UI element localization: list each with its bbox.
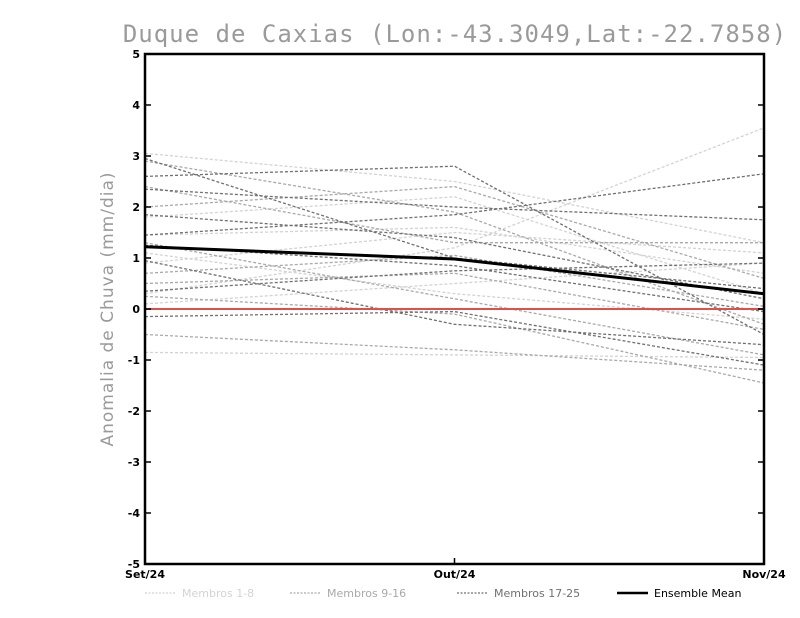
member-line-25 bbox=[144, 244, 765, 313]
member-line-2 bbox=[144, 196, 765, 295]
x-tick-label: Set/24 bbox=[125, 568, 165, 581]
legend-label: Membros 9-16 bbox=[327, 587, 406, 600]
member-line-11 bbox=[144, 333, 765, 371]
y-tick-label: 1 bbox=[132, 252, 140, 265]
legend-label: Ensemble Mean bbox=[654, 587, 741, 600]
member-line-10 bbox=[144, 185, 765, 280]
y-tick-label: 5 bbox=[132, 48, 140, 61]
member-line-3 bbox=[144, 127, 765, 295]
y-tick-label: -1 bbox=[128, 354, 140, 367]
y-tick-label: 0 bbox=[132, 303, 140, 316]
chart-title: Duque de Caxias (Lon:-43.3049,Lat:-22.78… bbox=[123, 20, 787, 48]
x-tick-label: Nov/24 bbox=[742, 568, 786, 581]
member-line-22 bbox=[144, 214, 765, 300]
y-tick-label: -4 bbox=[128, 507, 141, 520]
member-line-7 bbox=[144, 262, 765, 305]
member-line-5 bbox=[144, 231, 765, 264]
y-tick-label: -3 bbox=[128, 456, 140, 469]
y-tick-label: 2 bbox=[132, 201, 140, 214]
y-tick-label: 4 bbox=[132, 99, 140, 112]
member-line-13 bbox=[144, 295, 765, 384]
legend-label: Membros 17-25 bbox=[494, 587, 580, 600]
member-line-8 bbox=[144, 252, 765, 320]
member-line-15 bbox=[144, 254, 765, 308]
legend: Membros 1-8 Membros 9-16 Membros 17-25 Ense… bbox=[145, 587, 741, 600]
y-tick-label: 3 bbox=[132, 150, 140, 163]
member-line-18 bbox=[144, 173, 765, 236]
series-layer bbox=[144, 127, 765, 384]
member-line-1 bbox=[144, 152, 765, 244]
member-line-16 bbox=[144, 185, 764, 244]
member-line-23 bbox=[144, 262, 765, 292]
y-tick-label: -5 bbox=[128, 558, 140, 571]
x-tick-label: Out/24 bbox=[434, 568, 476, 581]
member-line-20 bbox=[144, 259, 765, 346]
y-tick-label: -2 bbox=[128, 405, 140, 418]
legend-label: Membros 1-8 bbox=[182, 587, 254, 600]
y-axis-label: Anomalia de Chuva (mm/dia) bbox=[98, 171, 118, 446]
member-line-19 bbox=[144, 188, 765, 221]
member-line-4 bbox=[144, 351, 765, 359]
axis-layer: -5 -4 -3 -2 -1 0 1 2 3 4 5 Set/24 Out/24 Nov/24 bbox=[125, 48, 786, 581]
ensemble-mean-line bbox=[144, 245, 765, 296]
